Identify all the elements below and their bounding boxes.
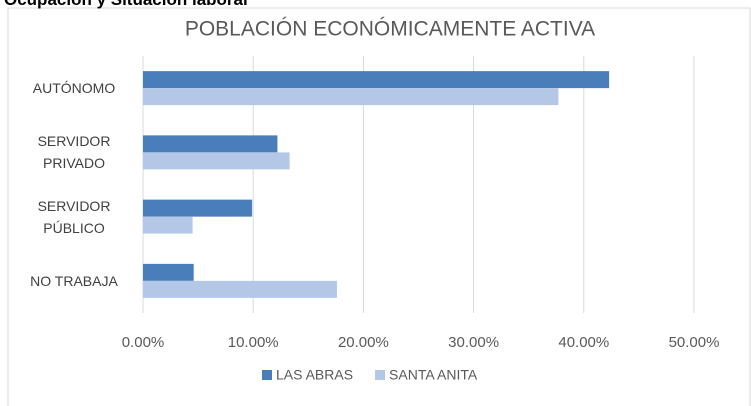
bar [143, 135, 278, 153]
x-tick-label: 50.00% [669, 334, 720, 351]
legend-swatch [375, 370, 386, 380]
x-tick-label: 20.00% [338, 334, 389, 351]
legend-label: LAS ABRAS [276, 367, 353, 383]
x-tick-label: 0.00% [122, 334, 165, 351]
bar [143, 263, 194, 281]
bar [143, 88, 559, 106]
bar [143, 71, 610, 89]
bar [143, 152, 290, 170]
bar [143, 216, 193, 234]
y-tick-label: SERVIDOR PRIVADO [37, 133, 111, 172]
x-tick-label: 30.00% [448, 334, 499, 351]
legend-label: SANTA ANITA [389, 367, 478, 383]
heading: Ocupación y Situación laboral [4, 0, 248, 10]
legend-swatch [262, 370, 272, 380]
bar [143, 280, 337, 298]
chart-title: POBLACIÓN ECONÓMICAMENTE ACTIVA [185, 18, 595, 41]
y-tick-label: AUTÓNOMO [32, 80, 116, 97]
y-tick-label: NO TRABAJA [30, 272, 118, 289]
x-tick-label: 40.00% [558, 334, 609, 351]
chart-border [7, 7, 751, 406]
y-tick-label: SERVIDOR PÚBLICO [37, 197, 111, 236]
bar [143, 199, 253, 217]
x-tick-label: 10.00% [228, 334, 279, 351]
